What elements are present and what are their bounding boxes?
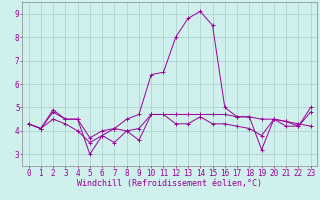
X-axis label: Windchill (Refroidissement éolien,°C): Windchill (Refroidissement éolien,°C) — [77, 179, 262, 188]
